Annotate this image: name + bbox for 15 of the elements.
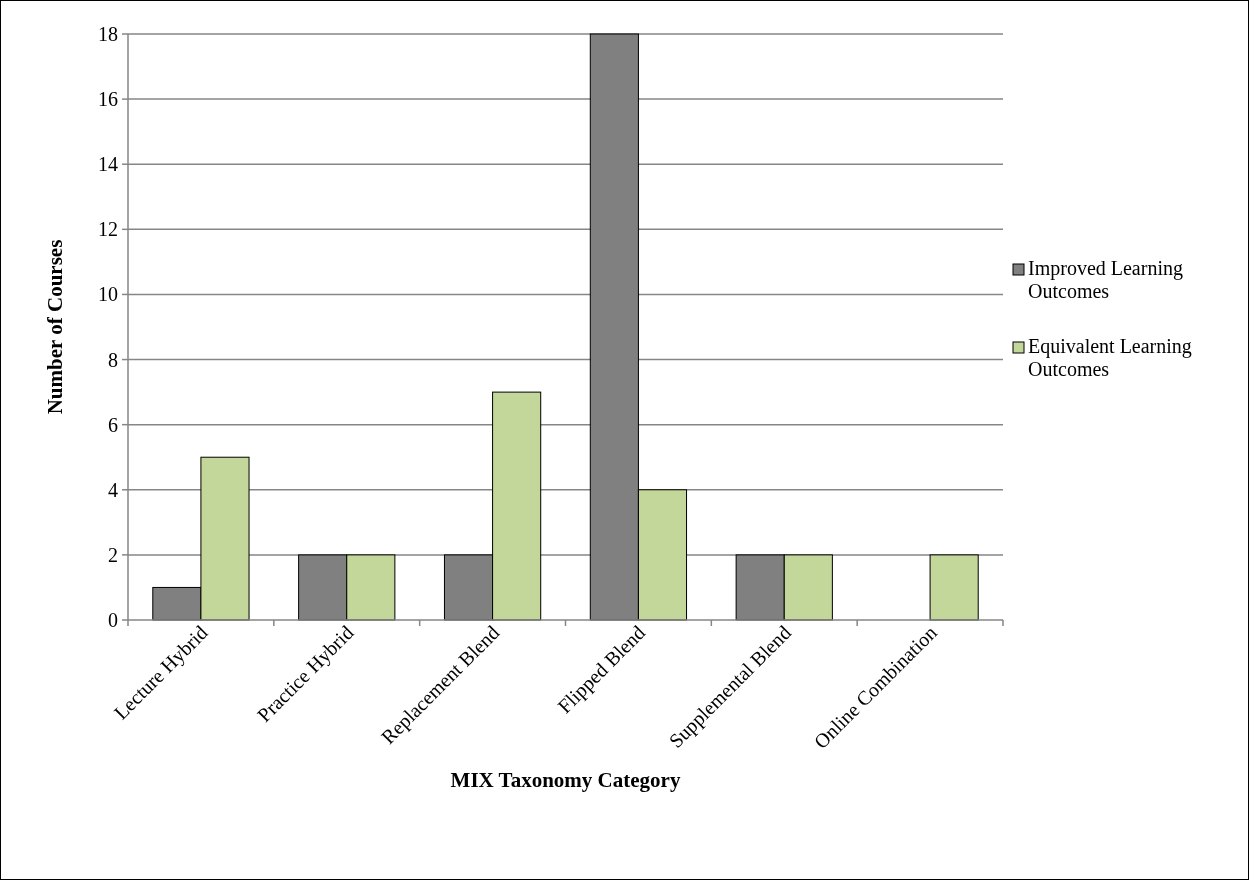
legend-label: Equivalent Learning Outcomes — [1028, 335, 1192, 380]
y-tick-label: 8 — [108, 348, 118, 371]
y-tick-label: 4 — [108, 478, 118, 501]
y-tick-label: 18 — [98, 23, 118, 45]
legend-label: Improved Learning Outcomes — [1028, 257, 1183, 302]
y-tick-label: 16 — [98, 88, 118, 111]
y-axis-title: Number of Courses — [43, 239, 67, 415]
bar — [929, 554, 979, 621]
y-tick-label: 12 — [98, 218, 118, 241]
y-tick-label: 14 — [98, 153, 118, 176]
x-axis-title: MIX Taxonomy Category — [450, 768, 681, 792]
y-tick-label: 10 — [98, 283, 118, 306]
y-tick-label: 0 — [108, 609, 118, 631]
y-tick-label: 6 — [108, 413, 118, 436]
y-tick-label: 2 — [108, 543, 118, 566]
